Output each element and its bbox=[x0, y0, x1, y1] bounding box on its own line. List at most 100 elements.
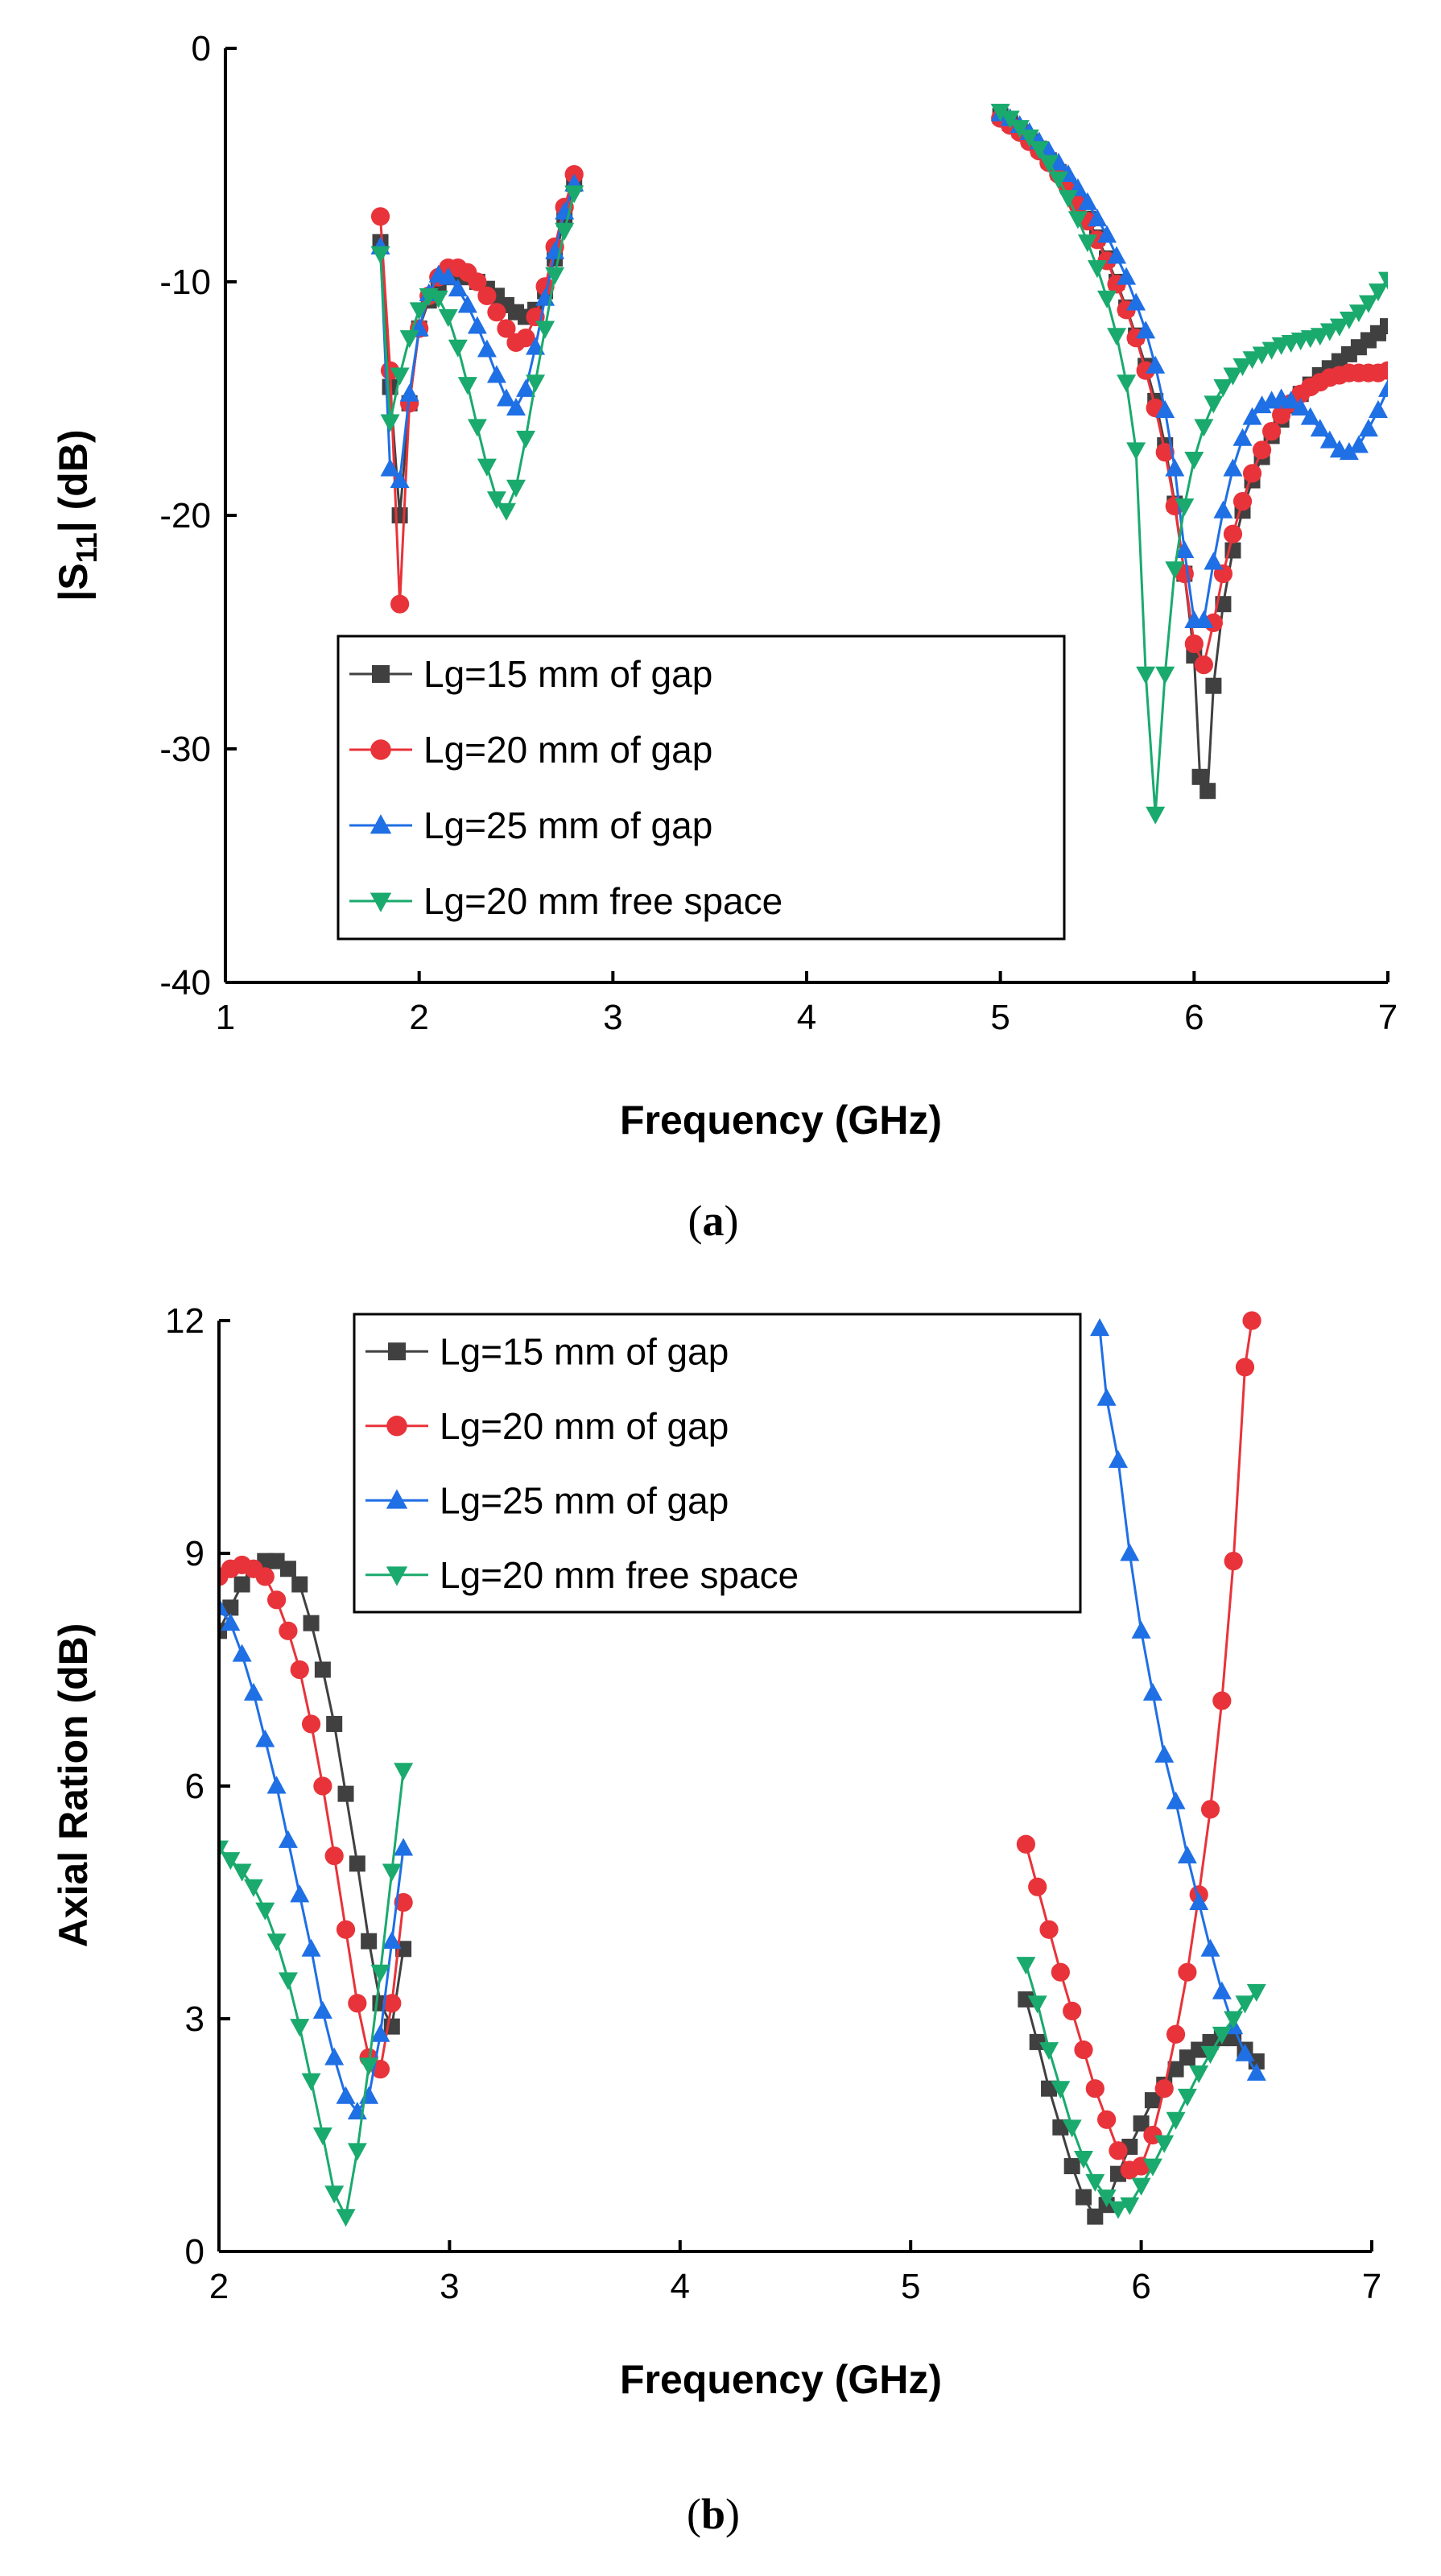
chart-b-series-lg-20-mm-free-space-point-2-11 bbox=[1131, 2177, 1151, 2196]
chart-a-series-lg-20-mm-of-gap-point-1-18 bbox=[535, 277, 555, 296]
chart-b-series-lg-20-mm-of-gap-point-2-3 bbox=[1039, 1920, 1059, 1939]
chart-a-series-lg-20-mm-free-space-point-2-21 bbox=[1184, 451, 1204, 469]
chart-a-series-lg-15-mm-of-gap-point-2-24 bbox=[1205, 677, 1222, 694]
chart-a-series-lg-20-mm-free-space-point-1-9 bbox=[448, 339, 468, 358]
chart-b-series-lg-20-mm-of-gap-point-2-9 bbox=[1109, 2141, 1128, 2160]
chart-b-series-lg-20-mm-of-gap-point-2-1 bbox=[1016, 1834, 1035, 1854]
chart-a-series-lg-15-mm-of-gap-point-2-42 bbox=[1380, 318, 1388, 335]
chart-a-y-axis-label-sub: 11 bbox=[70, 532, 103, 563]
chart-b-series-lg-20-mm-of-gap-point-1-10 bbox=[313, 1776, 332, 1796]
chart-b-x-tick-label-4: 4 bbox=[671, 2267, 690, 2306]
chart-b-series-lg-20-mm-of-gap-point-2-6 bbox=[1074, 2040, 1093, 2060]
chart-a-series-lg-20-mm-of-gap-point-2-41 bbox=[1378, 361, 1388, 380]
chart-b-series-lg-20-mm-free-space-point-2-9 bbox=[1108, 2201, 1128, 2219]
chart-b-series-lg-25-mm-of-gap-point-2-8 bbox=[1166, 1791, 1186, 1809]
chart-a-series-lg-20-mm-of-gap-point-2-28 bbox=[1252, 440, 1272, 460]
chart-b-y-tick-label-12: 12 bbox=[165, 1301, 204, 1341]
chart-b-series-lg-25-mm-of-gap-point-2-2 bbox=[1096, 1387, 1117, 1406]
chart-a-x-axis-label: Frequency (GHz) bbox=[620, 1098, 942, 1143]
chart-a-series-lg-15-mm-of-gap-point-2-22 bbox=[1191, 768, 1208, 785]
chart-b-series-lg-25-mm-of-gap-point-2-7 bbox=[1154, 1744, 1175, 1763]
chart-a-series-lg-25-mm-of-gap-point-1-9 bbox=[448, 279, 468, 297]
chart-a-series-lg-20-mm-free-space-point-1-10 bbox=[457, 377, 477, 395]
chart-b-series-lg-20-mm-free-space-line-1 bbox=[219, 1770, 405, 2221]
chart-a-series-lg-25-mm-of-gap-point-2-14 bbox=[1117, 267, 1137, 285]
chart-a-series-lg-20-mm-free-space-point-2-35 bbox=[1319, 323, 1340, 341]
chart-a-series-lg-20-mm-free-space-point-1-14 bbox=[496, 502, 516, 521]
chart-b-series-lg-15-mm-of-gap-point-2-6 bbox=[1076, 2189, 1092, 2206]
chart-b-series-lg-20-mm-free-space-point-2-1 bbox=[1016, 1957, 1036, 1975]
chart-a-series-lg-20-mm-free-space-point-2-34 bbox=[1310, 328, 1330, 346]
chart-b-ticks: 2 3 4 5 6 7 0 3 6 9 12 bbox=[165, 1301, 1381, 2306]
chart-a-series-lg-20-mm-free-space-point-2-38 bbox=[1348, 304, 1369, 323]
chart-a-series-lg-20-mm-free-space-point-2-4 bbox=[1019, 129, 1039, 147]
chart-a-series-lg-20-mm-free-space-point-2-26 bbox=[1232, 358, 1253, 376]
chart-b-series-lg-25-mm-of-gap-point-2-12 bbox=[1212, 1981, 1232, 1999]
chart-a-series-lg-20-mm-of-gap-point-2-25 bbox=[1223, 524, 1243, 544]
chart-a-series-lg-20-mm-free-space-point-2-6 bbox=[1038, 155, 1059, 173]
chart-a-series-lg-25-mm-of-gap-point-2-10 bbox=[1077, 192, 1097, 210]
chart-b-legend-marker-lg-20-mm-of-gap bbox=[386, 1415, 407, 1437]
chart-a-series-lg-25-mm-of-gap-point-2-17 bbox=[1146, 355, 1166, 374]
chart-b-series-lg-20-mm-free-space-point-1-6 bbox=[266, 1933, 287, 1952]
chart-a-series-lg-20-mm-free-space-point-2-1 bbox=[990, 103, 1010, 122]
chart-a-series-lg-20-mm-free-space-point-2-29 bbox=[1261, 341, 1282, 360]
chart-a-caption: (a) bbox=[688, 1197, 739, 1245]
chart-b-series-lg-20-mm-free-space-point-2-3 bbox=[1039, 2042, 1059, 2061]
chart-a-series-lg-25-mm-of-gap-point-1-12 bbox=[477, 339, 497, 358]
chart-a-series-lg-20-mm-free-space-point-2-7 bbox=[1048, 171, 1068, 189]
chart-a-series-lg-15-mm-of-gap-line-1 bbox=[379, 183, 576, 516]
chart-a-series-lg-25-mm-of-gap-point-2-11 bbox=[1088, 209, 1107, 227]
chart-b-series-lg-20-mm-of-gap-point-1-9 bbox=[301, 1714, 321, 1734]
chart-b-series-lg-20-mm-of-gap-point-2-7 bbox=[1085, 2079, 1104, 2098]
chart-a-series-lg-25-mm-of-gap-point-2-18 bbox=[1155, 399, 1175, 418]
chart-a-series-lg-20-mm-free-space-point-2-9 bbox=[1067, 211, 1088, 229]
chart-a-series-lg-25-mm-of-gap-point-2-35 bbox=[1319, 430, 1340, 449]
chart-b-series-lg-25-mm-of-gap-point-1-16 bbox=[382, 1931, 402, 1950]
chart-a-series-lg-20-mm-free-space-point-2-18 bbox=[1155, 666, 1175, 684]
chart-b-x-axis-label: Frequency (GHz) bbox=[620, 2357, 942, 2402]
chart-a-series-lg-20-mm-of-gap-point-2-21 bbox=[1184, 634, 1204, 654]
chart-b-legend-label-lg-20-mm-of-gap: Lg=20 mm of gap bbox=[440, 1405, 729, 1447]
chart-b-legend-marker-lg-20-mm-free-space bbox=[386, 1566, 408, 1586]
chart-a-series-lg-20-mm-free-space-point-2-8 bbox=[1058, 190, 1078, 209]
chart-b-series-lg-20-mm-free-space-point-2-8 bbox=[1096, 2189, 1117, 2208]
chart-a-series-lg-20-mm-of-gap-point-2-29 bbox=[1262, 422, 1282, 441]
chart-b-series-lg-20-mm-free-space-point-1-7 bbox=[278, 1972, 298, 1991]
chart-b-series-lg-20-mm-free-space-point-1-9 bbox=[301, 2073, 321, 2091]
chart-a-series-lg-20-mm-free-space-point-2-27 bbox=[1242, 351, 1262, 370]
chart-b-series bbox=[219, 1311, 1266, 2227]
chart-b-series-lg-25-mm-of-gap-point-2-6 bbox=[1142, 1682, 1162, 1701]
chart-b-series-lg-25-mm-of-gap-point-2-15 bbox=[1246, 2062, 1266, 2081]
chart-a-legend-label-lg-20-mm-of-gap: Lg=20 mm of gap bbox=[423, 729, 712, 771]
chart-b-series-lg-20-mm-free-space-point-2-15 bbox=[1177, 2088, 1197, 2107]
chart-a-series-lg-20-mm-free-space-point-2-17 bbox=[1146, 806, 1166, 825]
chart-b-series-lg-20-mm-free-space-point-2-21 bbox=[1246, 1983, 1266, 2002]
chart-a-series-lg-20-mm-free-space-point-2-2 bbox=[1000, 110, 1020, 129]
chart-a-series-lg-25-mm-of-gap-point-1-11 bbox=[467, 316, 487, 334]
chart-a-series-lg-20-mm-of-gap-line-2 bbox=[999, 117, 1388, 669]
chart-a-series-lg-20-mm-free-space-point-2-5 bbox=[1029, 141, 1049, 159]
chart-b-series-lg-20-mm-free-space-point-2-4 bbox=[1051, 2081, 1071, 2099]
chart-a-series-lg-20-mm-free-space-point-1-17 bbox=[526, 374, 546, 393]
chart-a-series-lg-20-mm-of-gap-point-1-3 bbox=[390, 594, 410, 614]
chart-a-series-lg-25-mm-of-gap-point-2-23 bbox=[1204, 552, 1224, 570]
chart-a-series-lg-20-mm-free-space-point-1-19 bbox=[545, 267, 565, 285]
chart-a-series-lg-20-mm-of-gap-point-2-26 bbox=[1232, 492, 1253, 511]
chart-a-series-lg-20-mm-of-gap-point-2-22 bbox=[1194, 655, 1213, 675]
chart-panel-b: 2 3 4 5 6 7 0 3 6 9 12 Frequency (GHz) Axial Ratio… bbox=[51, 1301, 1381, 2538]
chart-b-series-lg-20-mm-free-space-point-2-18 bbox=[1212, 2026, 1232, 2045]
chart-a-series-lg-20-mm-free-space-point-2-12 bbox=[1097, 290, 1117, 308]
chart-b-series-lg-25-mm-of-gap-point-2-5 bbox=[1131, 1620, 1151, 1639]
chart-b-series-lg-20-mm-free-space-point-2-14 bbox=[1166, 2111, 1186, 2130]
chart-a-y-tick-label-0: 0 bbox=[192, 29, 211, 68]
chart-a-series-lg-25-mm-of-gap-point-2-39 bbox=[1358, 419, 1378, 437]
chart-a-x-tick-label-4: 4 bbox=[797, 998, 816, 1037]
chart-b-series-lg-20-mm-of-gap-point-2-18 bbox=[1212, 1691, 1232, 1710]
chart-a-x-tick-label-7: 7 bbox=[1378, 998, 1398, 1037]
chart-a-legend-label-lg-20-mm-free-space: Lg=20 mm free space bbox=[423, 880, 782, 922]
chart-b-series-lg-25-mm-of-gap-point-1-4 bbox=[243, 1682, 263, 1701]
chart-a-series-lg-25-mm-of-gap-point-2-38 bbox=[1348, 435, 1369, 453]
chart-b-series-lg-20-mm-of-gap-point-2-8 bbox=[1097, 2110, 1117, 2129]
chart-b-series-lg-20-mm-free-space-point-2-5 bbox=[1062, 2119, 1082, 2138]
